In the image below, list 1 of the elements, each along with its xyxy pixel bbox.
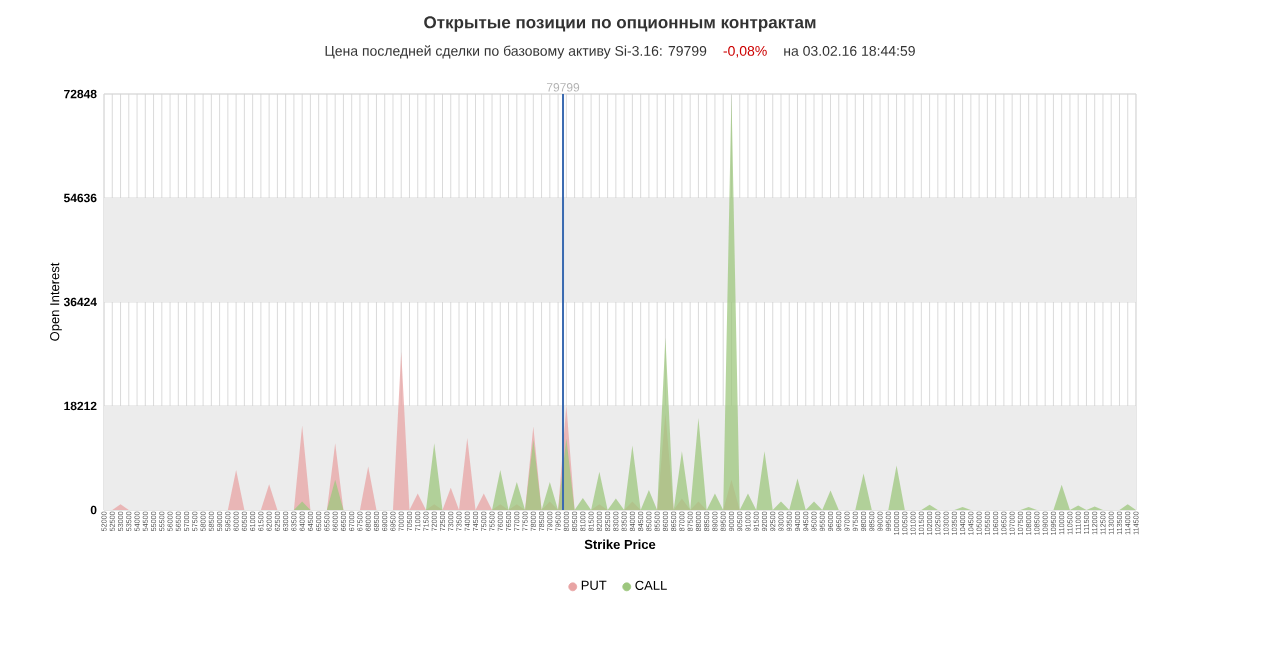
chart-title: Открытые позиции по опционным контрактам: [424, 16, 816, 32]
